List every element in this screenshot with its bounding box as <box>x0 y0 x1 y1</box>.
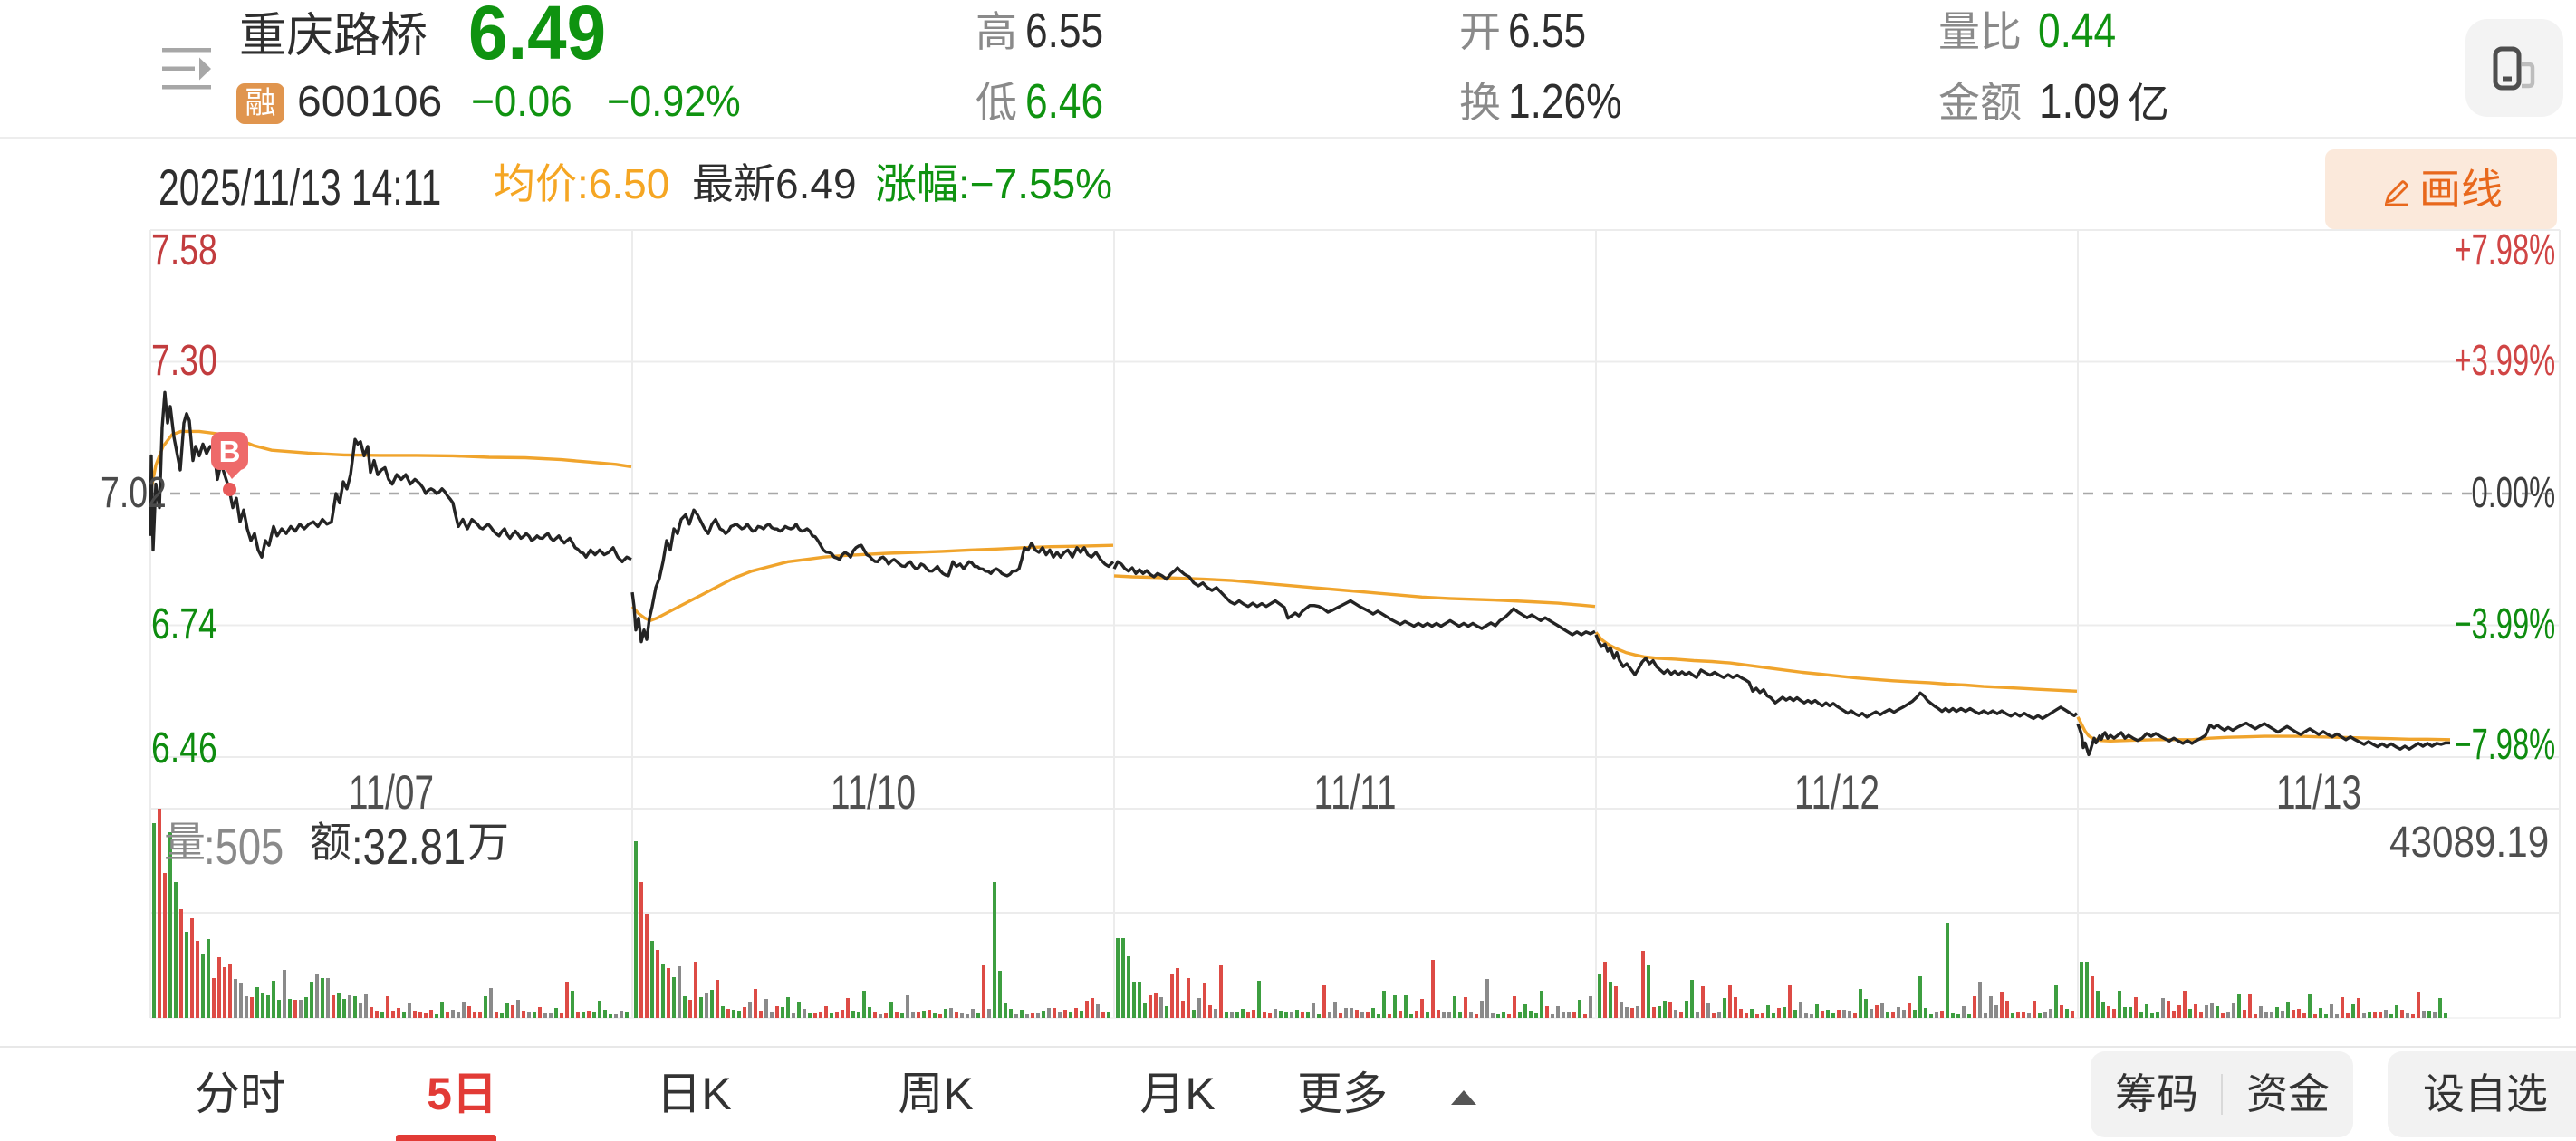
svg-text:B: B <box>219 435 241 468</box>
